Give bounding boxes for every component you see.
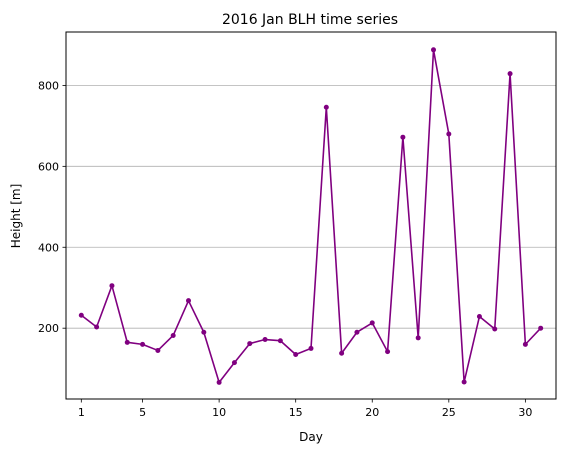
data-point bbox=[538, 325, 544, 331]
data-point bbox=[124, 339, 130, 345]
data-point bbox=[140, 341, 146, 347]
x-tick-label: 5 bbox=[139, 406, 146, 419]
data-point bbox=[277, 338, 283, 344]
series-line bbox=[80, 48, 542, 384]
data-point bbox=[339, 350, 345, 356]
data-point bbox=[507, 71, 513, 77]
data-point bbox=[216, 379, 222, 385]
data-point bbox=[293, 351, 299, 357]
data-point bbox=[354, 329, 360, 335]
data-point bbox=[201, 329, 207, 335]
data-point bbox=[522, 341, 528, 347]
gridlines bbox=[66, 85, 556, 329]
x-tick-label: 15 bbox=[289, 406, 303, 419]
data-point bbox=[461, 379, 467, 385]
x-tick-label: 10 bbox=[212, 406, 226, 419]
x-tick-label: 30 bbox=[518, 406, 532, 419]
y-tick-label: 400 bbox=[38, 241, 59, 254]
data-point bbox=[323, 104, 329, 110]
x-tick-label: 25 bbox=[442, 406, 456, 419]
data-point bbox=[385, 349, 391, 355]
data-point bbox=[170, 332, 176, 338]
data-point bbox=[231, 360, 237, 366]
plot-frame bbox=[65, 31, 557, 400]
data-point bbox=[415, 335, 421, 341]
y-axis-title: Height [m] bbox=[9, 184, 23, 249]
data-point bbox=[186, 298, 191, 304]
x-tick-label: 1 bbox=[78, 406, 85, 419]
data-point bbox=[78, 312, 84, 318]
x-axis-title: Day bbox=[299, 430, 323, 444]
data-point bbox=[94, 324, 100, 330]
data-point bbox=[247, 341, 253, 347]
y-tick-label: 800 bbox=[38, 79, 59, 92]
data-point bbox=[476, 313, 482, 319]
data-point bbox=[369, 320, 375, 326]
data-point bbox=[400, 134, 406, 140]
data-point bbox=[109, 283, 115, 289]
y-tick-label: 200 bbox=[38, 322, 59, 335]
data-point bbox=[155, 347, 161, 353]
x-tick-label: 20 bbox=[365, 406, 379, 419]
chart-title: 2016 Jan BLH time series bbox=[222, 12, 398, 28]
series-1 bbox=[78, 47, 544, 385]
data-point bbox=[492, 326, 498, 332]
data-point bbox=[308, 345, 314, 351]
data-point bbox=[446, 131, 452, 137]
data-point bbox=[262, 337, 268, 343]
y-tick-label: 600 bbox=[38, 160, 59, 173]
data-point bbox=[431, 47, 436, 53]
